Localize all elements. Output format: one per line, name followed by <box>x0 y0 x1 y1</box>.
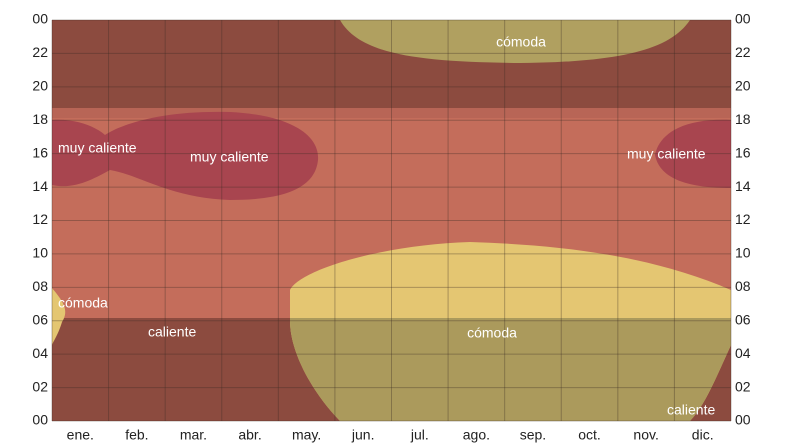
y-tick-label: 20 <box>32 78 48 94</box>
region-transition <box>52 108 731 118</box>
x-tick-label: jul. <box>410 427 429 443</box>
region-comoda <box>52 288 66 345</box>
y2-tick-label: 12 <box>735 211 751 227</box>
y2-tick-label: 06 <box>735 311 751 327</box>
y-tick-label: 10 <box>32 245 48 261</box>
region-label: cómoda <box>496 34 546 50</box>
y2-tick-label: 18 <box>735 111 751 127</box>
x-tick-label: sep. <box>520 427 546 443</box>
y-tick-label: 08 <box>32 278 48 294</box>
y2-tick-label: 20 <box>735 78 751 94</box>
region-comoda <box>340 20 690 63</box>
y-tick-label: 06 <box>32 311 48 327</box>
y-tick-label: 02 <box>32 378 48 394</box>
region-muy-caliente <box>52 111 319 200</box>
region-label: muy caliente <box>627 146 706 162</box>
x-tick-label: oct. <box>578 427 601 443</box>
x-tick-label: nov. <box>633 427 658 443</box>
y2-tick-label: 10 <box>735 245 751 261</box>
x-tick-label: ago. <box>463 427 490 443</box>
y-tick-label: 12 <box>32 211 48 227</box>
y2-tick-label: 16 <box>735 144 751 160</box>
regions <box>52 20 731 421</box>
y2-tick-label: 00 <box>735 412 751 428</box>
grid <box>51 19 732 422</box>
y2-tick-label: 00 <box>735 11 751 27</box>
y2-tick-label: 08 <box>735 278 751 294</box>
y-tick-label: 22 <box>32 44 48 60</box>
y-tick-label: 00 <box>32 412 48 428</box>
region-label: caliente <box>667 402 715 418</box>
region-label: caliente <box>148 324 196 340</box>
y-tick-label: 16 <box>32 144 48 160</box>
region-label: cómoda <box>58 295 108 311</box>
region-muy-caliente <box>655 119 731 188</box>
x-tick-label: may. <box>292 427 321 443</box>
y2-tick-label: 22 <box>735 44 751 60</box>
x-tick-label: mar. <box>180 427 207 443</box>
y2-tick-label: 14 <box>735 178 751 194</box>
region-label: muy caliente <box>190 149 269 165</box>
y-tick-label: 18 <box>32 111 48 127</box>
x-tick-label: feb. <box>125 427 148 443</box>
y2-tick-label: 04 <box>735 345 751 361</box>
region-label: cómoda <box>467 325 517 341</box>
y2-tick-label: 02 <box>735 378 751 394</box>
x-tick-label: jun. <box>351 427 375 443</box>
x-tick-label: dic. <box>692 427 714 443</box>
region-comoda-night <box>290 318 731 421</box>
labels: 00 00 02 02 04 04 06 06 08 08 10 10 12 12 14 14 16 16 18 18… <box>32 11 750 443</box>
region-label: muy caliente <box>58 140 137 156</box>
y-tick-label: 14 <box>32 178 48 194</box>
x-tick-label: abr. <box>238 427 261 443</box>
x-tick-label: ene. <box>67 427 94 443</box>
y-tick-label: 04 <box>32 345 48 361</box>
y-tick-label: 00 <box>32 11 48 27</box>
